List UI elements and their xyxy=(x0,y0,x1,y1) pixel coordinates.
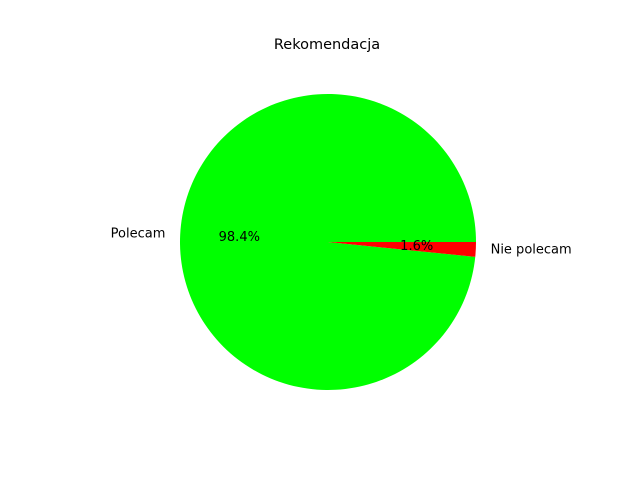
pie-slices xyxy=(179,93,476,391)
slice-percent-1: 98.4% xyxy=(219,230,260,245)
pie-labels: Polecam 98.4% Nie polecam 1.6% xyxy=(111,226,572,257)
chart-title: Rekomendacja xyxy=(274,37,380,53)
pie-slice-2 xyxy=(328,242,476,257)
slice-percent-2: 1.6% xyxy=(400,239,433,254)
slice-label-1: Polecam xyxy=(111,226,166,241)
slice-label-2: Nie polecam xyxy=(491,243,572,258)
pie-slice-1 xyxy=(179,93,476,391)
